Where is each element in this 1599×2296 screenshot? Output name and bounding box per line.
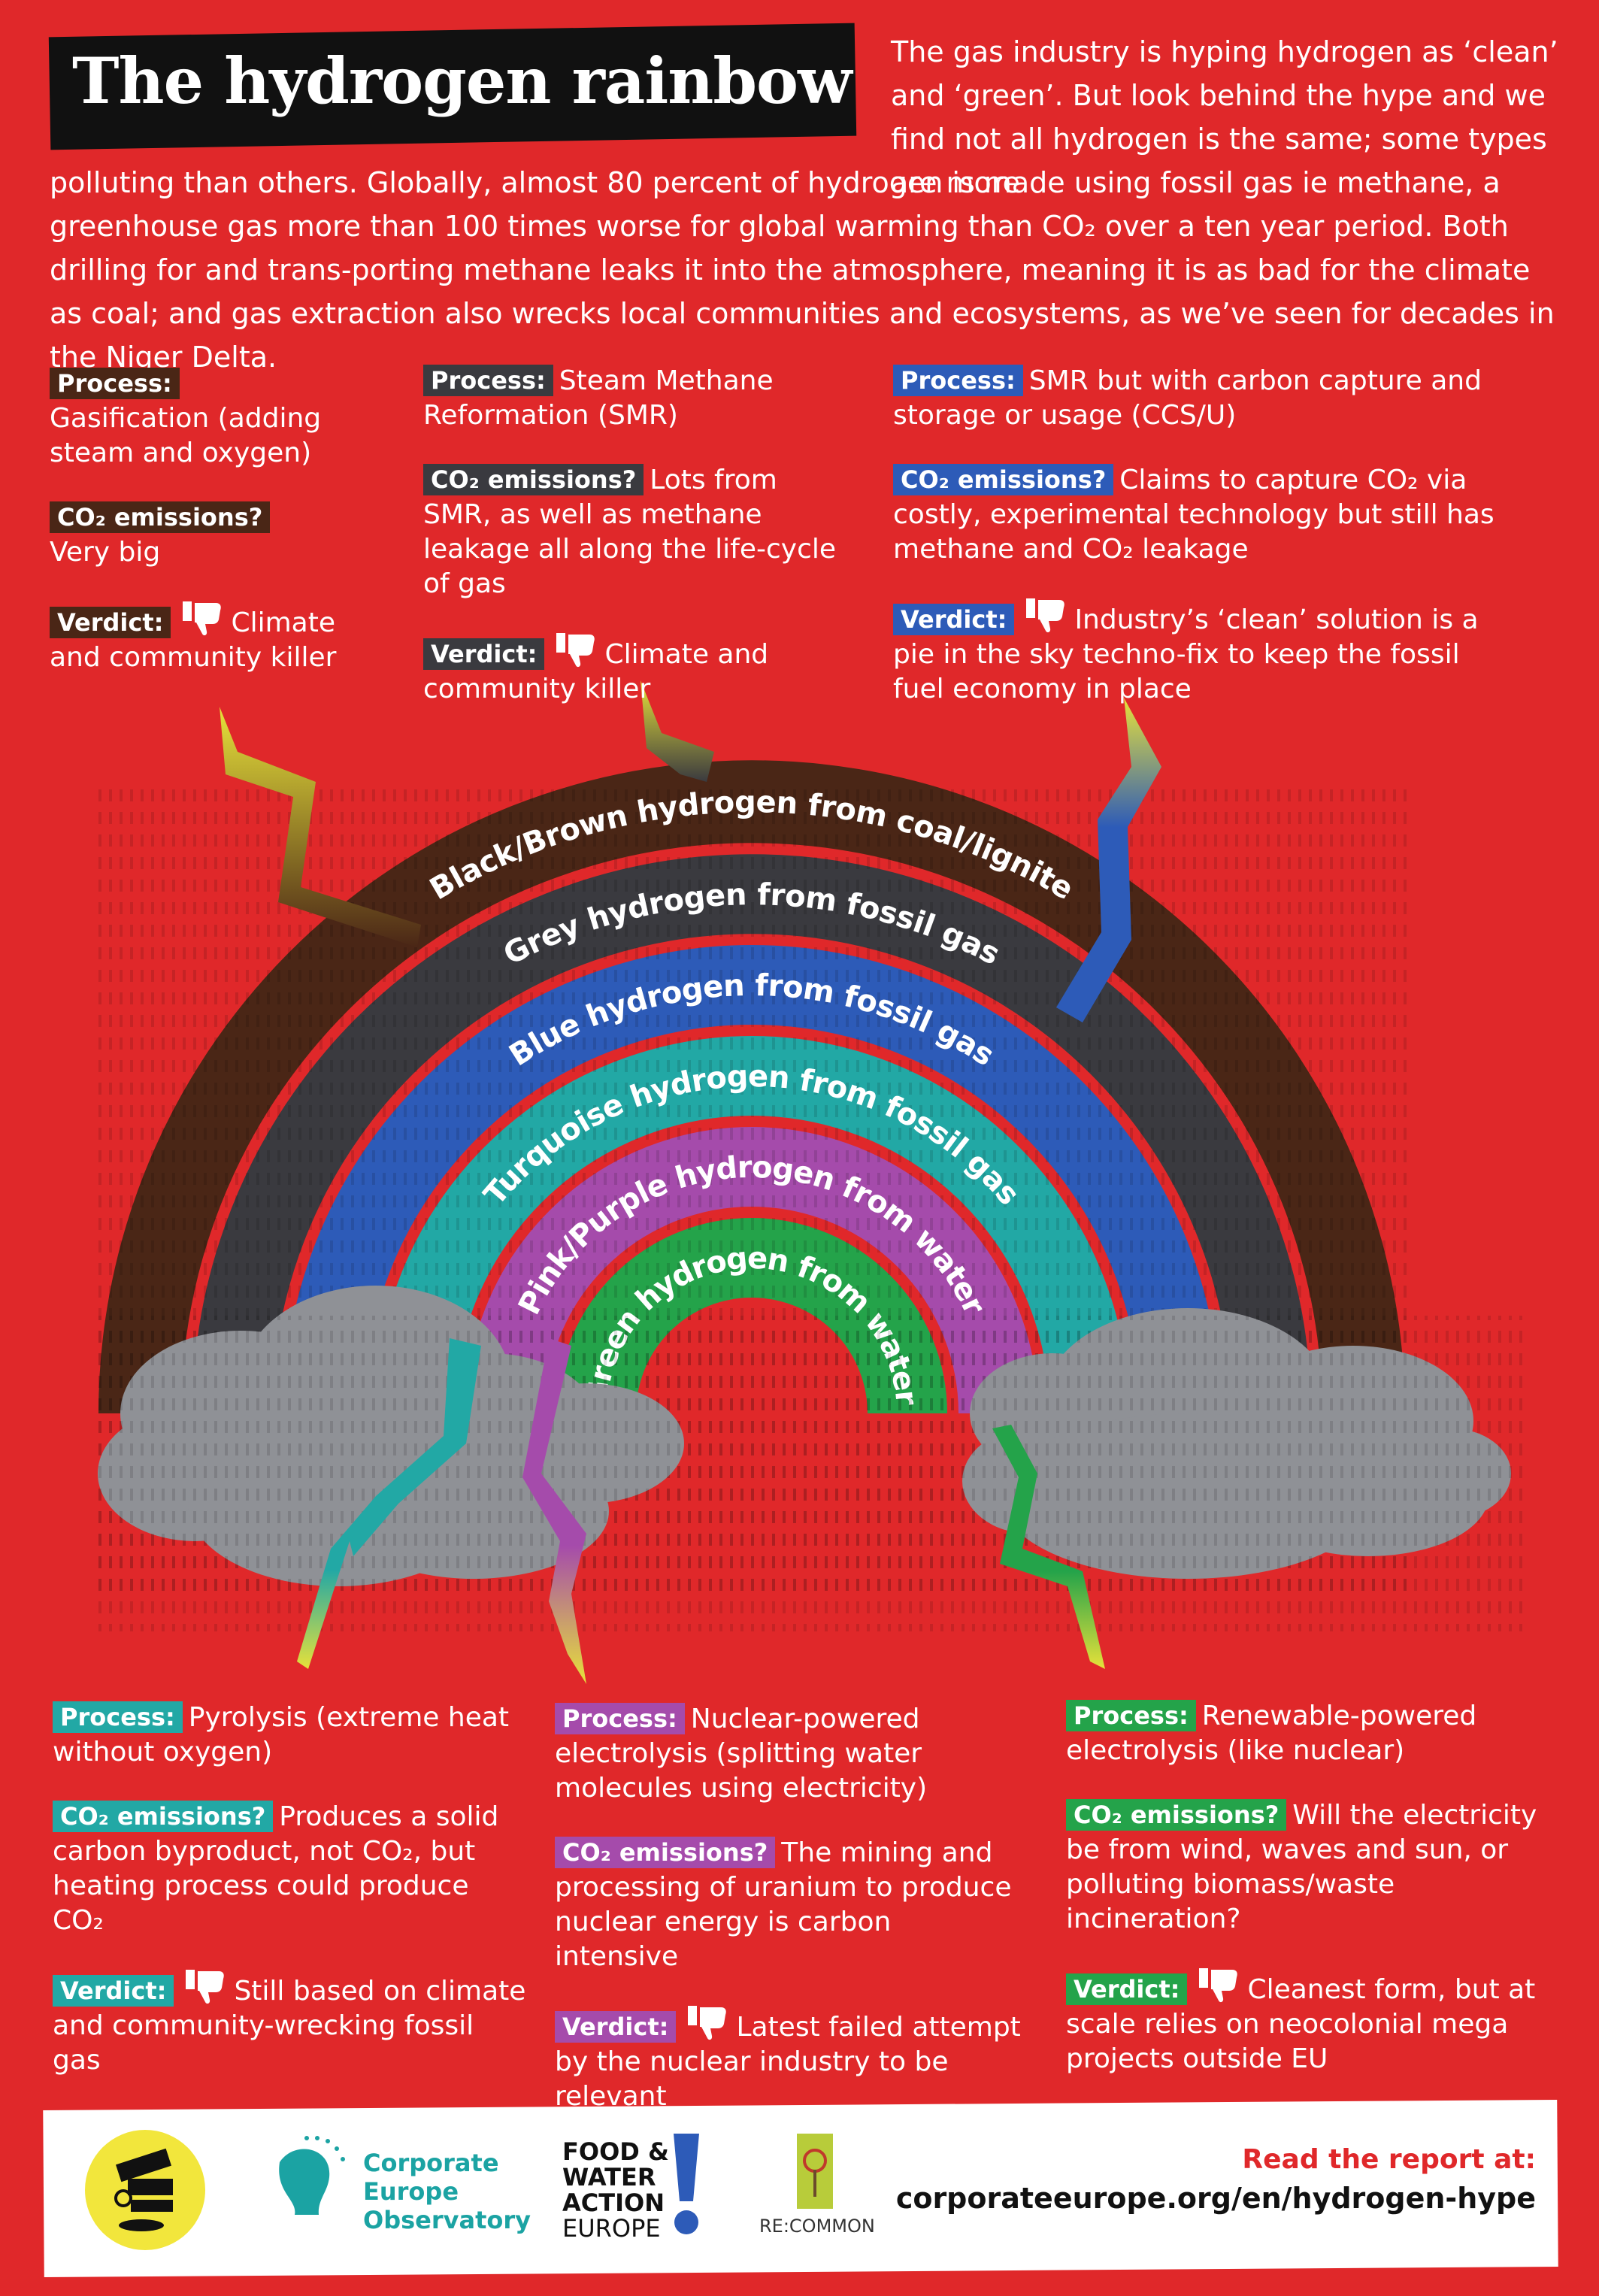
thumbs-down-icon bbox=[1198, 1967, 1243, 2004]
panel-green-emissions: CO₂ emissions? Will the electricity be fr… bbox=[1066, 1798, 1562, 1937]
emissions-text: Will the electricity be from wind, waves… bbox=[1066, 1800, 1537, 1934]
process-text: Gasification (adding steam and oxygen) bbox=[50, 403, 322, 468]
verdict-tag: Verdict: bbox=[1066, 1973, 1188, 2005]
emissions-text: Produces a solid carbon byproduct, not C… bbox=[53, 1801, 499, 1936]
ceo-line-3: Observatory bbox=[363, 2206, 531, 2234]
intro-part-2: polluting than others. Globally, almost … bbox=[50, 166, 1555, 374]
panel-brown-process: Process: Gasification (adding steam and o… bbox=[50, 367, 380, 471]
panel-blue-process: Process: SMR but with carbon capture and … bbox=[893, 364, 1495, 433]
panel-turquoise-process: Process: Pyrolysis (extreme heat without … bbox=[53, 1701, 526, 1770]
emissions-text: The mining and processing of uranium to … bbox=[555, 1837, 1012, 1972]
process-tag: Process: bbox=[50, 368, 180, 399]
verdict-text: Climate and community killer bbox=[423, 639, 769, 704]
verdict-text: Climate and community killer bbox=[50, 607, 337, 673]
lightning-bolt-turquoise bbox=[297, 1338, 481, 1669]
process-text: Nuclear-powered electrolysis (splitting … bbox=[555, 1704, 928, 1804]
panel-brown-verdict: Verdict: Climate and community killer bbox=[50, 600, 380, 675]
panel-brown-emissions: CO₂ emissions? Very big bbox=[50, 501, 380, 570]
thumbs-down-icon bbox=[184, 1968, 229, 2006]
lightning-bolt-green bbox=[992, 1425, 1105, 1669]
emissions-tag: CO₂ emissions? bbox=[1066, 1799, 1287, 1831]
fwa-line-1: FOOD & bbox=[562, 2137, 669, 2166]
lightning-bolt-purple bbox=[522, 1338, 586, 1684]
panel-turquoise-emissions: CO₂ emissions? Produces a solid carbon by… bbox=[53, 1800, 526, 1938]
process-text: Steam Methane Reformation (SMR) bbox=[423, 365, 774, 431]
thumbs-down-icon bbox=[555, 632, 600, 669]
emissions-tag: CO₂ emissions? bbox=[423, 464, 644, 495]
emissions-text: Claims to capture CO₂ via costly, experi… bbox=[893, 465, 1495, 565]
process-text: Pyrolysis (extreme heat without oxygen) bbox=[53, 1702, 510, 1767]
emissions-tag: CO₂ emissions? bbox=[893, 464, 1114, 495]
emissions-text: Very big bbox=[50, 537, 161, 568]
panel-grey-emissions: CO₂ emissions? Lots from SMR, as well as … bbox=[423, 463, 844, 601]
cloud-rain-texture bbox=[98, 1316, 1526, 1631]
thumbs-down-icon bbox=[686, 2004, 731, 2042]
panel-turquoise: Process: Pyrolysis (extreme heat without … bbox=[53, 1701, 526, 2108]
fwa-line-3: ACTION bbox=[562, 2188, 665, 2217]
verdict-text: Cleanest form, but at scale relies on ne… bbox=[1066, 1974, 1536, 2074]
panel-brown: Process: Gasification (adding steam and o… bbox=[50, 367, 380, 705]
food-water-action-logo[interactable]: FOOD & WATER ACTION EUROPE bbox=[562, 2139, 669, 2241]
panel-blue-emissions: CO₂ emissions? Claims to capture CO₂ via … bbox=[893, 463, 1495, 567]
corporate-europe-observatory-logo[interactable] bbox=[265, 2132, 355, 2230]
lightning-bolt-blue bbox=[1056, 698, 1161, 1022]
lightning-bolt-brown bbox=[220, 707, 421, 947]
panel-green-process: Process: Renewable-powered electrolysis (… bbox=[1066, 1699, 1562, 1768]
fwa-line-4: EUROPE bbox=[562, 2214, 661, 2243]
process-tag: Process: bbox=[1066, 1700, 1196, 1731]
ceo-line-2: Europe bbox=[363, 2177, 459, 2206]
panel-grey-verdict: Verdict: Climate and community killer bbox=[423, 632, 844, 707]
emissions-tag: CO₂ emissions? bbox=[555, 1837, 776, 1868]
emissions-tag: CO₂ emissions? bbox=[53, 1801, 274, 1832]
process-tag: Process: bbox=[893, 365, 1023, 396]
fossil-free-politics-logo[interactable] bbox=[81, 2126, 209, 2254]
verdict-text: Still based on climate and community-wre… bbox=[53, 1976, 526, 2076]
panel-purple-process: Process: Nuclear-powered electrolysis (sp… bbox=[555, 1702, 1021, 1806]
process-text: Renewable-powered electrolysis (like nuc… bbox=[1066, 1701, 1477, 1766]
ceo-line-1: Corporate bbox=[363, 2149, 499, 2177]
panel-purple-verdict: Verdict: Latest failed attempt by the nuc… bbox=[555, 2004, 1021, 2114]
panel-purple: Process: Nuclear-powered electrolysis (sp… bbox=[555, 1702, 1021, 2144]
verdict-tag: Verdict: bbox=[423, 638, 545, 670]
intro-text-body: polluting than others. Globally, almost … bbox=[50, 161, 1561, 379]
panel-green-verdict: Verdict: Cleanest form, but at scale reli… bbox=[1066, 1967, 1562, 2076]
thumbs-down-icon bbox=[181, 600, 226, 638]
fwa-line-2: WATER bbox=[562, 2163, 656, 2191]
panel-blue-verdict: Verdict: Industry’s ‘clean’ solution is a… bbox=[893, 597, 1495, 707]
report-link[interactable]: corporateeurope.org/en/hydrogen-hype bbox=[895, 2182, 1536, 2215]
ceo-logo-text: Corporate Europe Observatory bbox=[363, 2149, 531, 2234]
thumbs-down-icon bbox=[1025, 597, 1070, 635]
process-tag: Process: bbox=[555, 1703, 685, 1734]
verdict-tag: Verdict: bbox=[50, 607, 171, 638]
panel-purple-emissions: CO₂ emissions? The mining and processing … bbox=[555, 1836, 1021, 1974]
lightning-bolt-grey bbox=[641, 680, 714, 782]
panel-blue: Process: SMR but with carbon capture and … bbox=[893, 364, 1495, 737]
emissions-text: Lots from SMR, as well as methane leakag… bbox=[423, 465, 837, 599]
emissions-tag: CO₂ emissions? bbox=[50, 501, 271, 533]
process-tag: Process: bbox=[423, 365, 553, 396]
recommon-logo-text: RE:COMMON bbox=[759, 2216, 875, 2237]
page-title: The hydrogen rainbow bbox=[72, 44, 852, 118]
process-tag: Process: bbox=[53, 1701, 183, 1733]
intro-text-top: The gas industry is hyping hydrogen as ‘… bbox=[891, 30, 1567, 204]
recommon-tree-icon bbox=[797, 2134, 833, 2209]
process-text: SMR but with carbon capture and storage … bbox=[893, 365, 1482, 431]
verdict-tag: Verdict: bbox=[893, 604, 1015, 635]
read-report-label: Read the report at: bbox=[1242, 2144, 1536, 2175]
verdict-tag: Verdict: bbox=[53, 1975, 174, 2007]
verdict-text: Industry’s ‘clean’ solution is a pie in … bbox=[893, 604, 1479, 704]
intro-part-1: The gas industry is hyping hydrogen as ‘… bbox=[891, 35, 1558, 199]
exclamation-icon bbox=[674, 2134, 699, 2234]
panel-grey-process: Process: Steam Methane Reformation (SMR) bbox=[423, 364, 844, 433]
panel-turquoise-verdict: Verdict: Still based on climate and commu… bbox=[53, 1968, 526, 2078]
panel-green: Process: Renewable-powered electrolysis (… bbox=[1066, 1699, 1562, 2107]
panel-grey: Process: Steam Methane Reformation (SMR) … bbox=[423, 364, 844, 737]
verdict-tag: Verdict: bbox=[555, 2011, 677, 2043]
